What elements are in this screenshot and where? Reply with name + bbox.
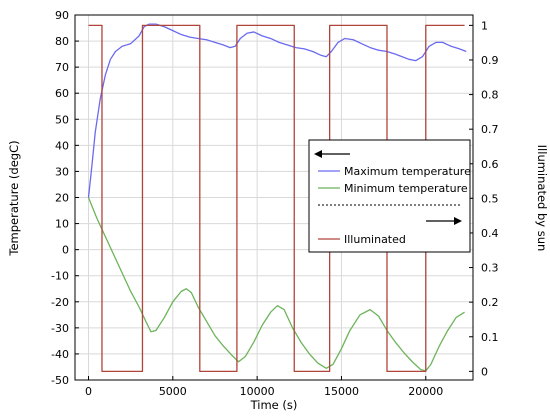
left-tick-label: 20 — [55, 192, 69, 205]
bottom-tick-label: 0 — [85, 385, 92, 398]
right-tick-label: 0.7 — [481, 123, 499, 136]
bottom-tick-label: 10000 — [240, 385, 275, 398]
right-tick-label: 0.1 — [481, 331, 499, 344]
bottom-axis: 0 5000 10000 15000 20000 — [85, 376, 443, 398]
left-tick-label: -30 — [51, 322, 69, 335]
right-tick-label: 0.9 — [481, 54, 499, 67]
left-tick-label: 70 — [55, 61, 69, 74]
legend-left-axis-arrow-icon — [314, 150, 350, 158]
legend-label-max: Maximum temperature — [344, 165, 471, 178]
left-tick-label: 10 — [55, 218, 69, 231]
series-minimum-temperature — [87, 197, 465, 372]
right-axis: 0 0.1 0.2 0.3 0.4 0.5 0.6 0.7 0.8 0.9 1 — [469, 19, 499, 378]
left-tick-label: -40 — [51, 348, 69, 361]
right-tick-label: 1 — [481, 19, 488, 32]
right-tick-label: 0.5 — [481, 192, 499, 205]
bottom-tick-label: 20000 — [408, 385, 443, 398]
left-tick-label: 80 — [55, 35, 69, 48]
right-tick-label: 0.3 — [481, 262, 499, 275]
legend-box — [308, 139, 471, 253]
left-axis-title: Temperature (degC) — [7, 140, 21, 256]
series-illuminated — [88, 24, 465, 373]
right-tick-label: 0.6 — [481, 158, 499, 171]
legend: Maximum temperature Minimum temperature … — [308, 139, 471, 253]
right-tick-label: 0.2 — [481, 296, 499, 309]
left-tick-label: -10 — [51, 270, 69, 283]
left-tick-label: 30 — [55, 165, 69, 178]
left-tick-label: 60 — [55, 87, 69, 100]
left-tick-label: 0 — [62, 244, 69, 257]
left-tick-label: 90 — [55, 9, 69, 22]
bottom-tick-label: 15000 — [324, 385, 359, 398]
left-tick-label: 40 — [55, 139, 69, 152]
left-tick-label: 50 — [55, 113, 69, 126]
right-axis-title: Illuminated by sun — [535, 145, 549, 252]
right-tick-label: 0 — [481, 365, 488, 378]
left-tick-label: -50 — [51, 374, 69, 387]
left-tick-label: -20 — [51, 296, 69, 309]
legend-right-axis-arrow-icon — [426, 217, 462, 225]
left-axis: -50 -40 -30 -20 -10 0 10 20 30 40 50 60 70 80 90 — [51, 9, 79, 387]
legend-label-min: Minimum temperature — [344, 182, 468, 195]
right-tick-label: 0.8 — [481, 89, 499, 102]
x-axis-title: Time (s) — [250, 398, 298, 412]
series-maximum-temperature — [87, 23, 467, 198]
legend-label-illuminated: Illuminated — [344, 233, 406, 246]
series-layer — [87, 23, 467, 373]
right-tick-label: 0.4 — [481, 227, 499, 240]
bottom-tick-label: 5000 — [159, 385, 187, 398]
